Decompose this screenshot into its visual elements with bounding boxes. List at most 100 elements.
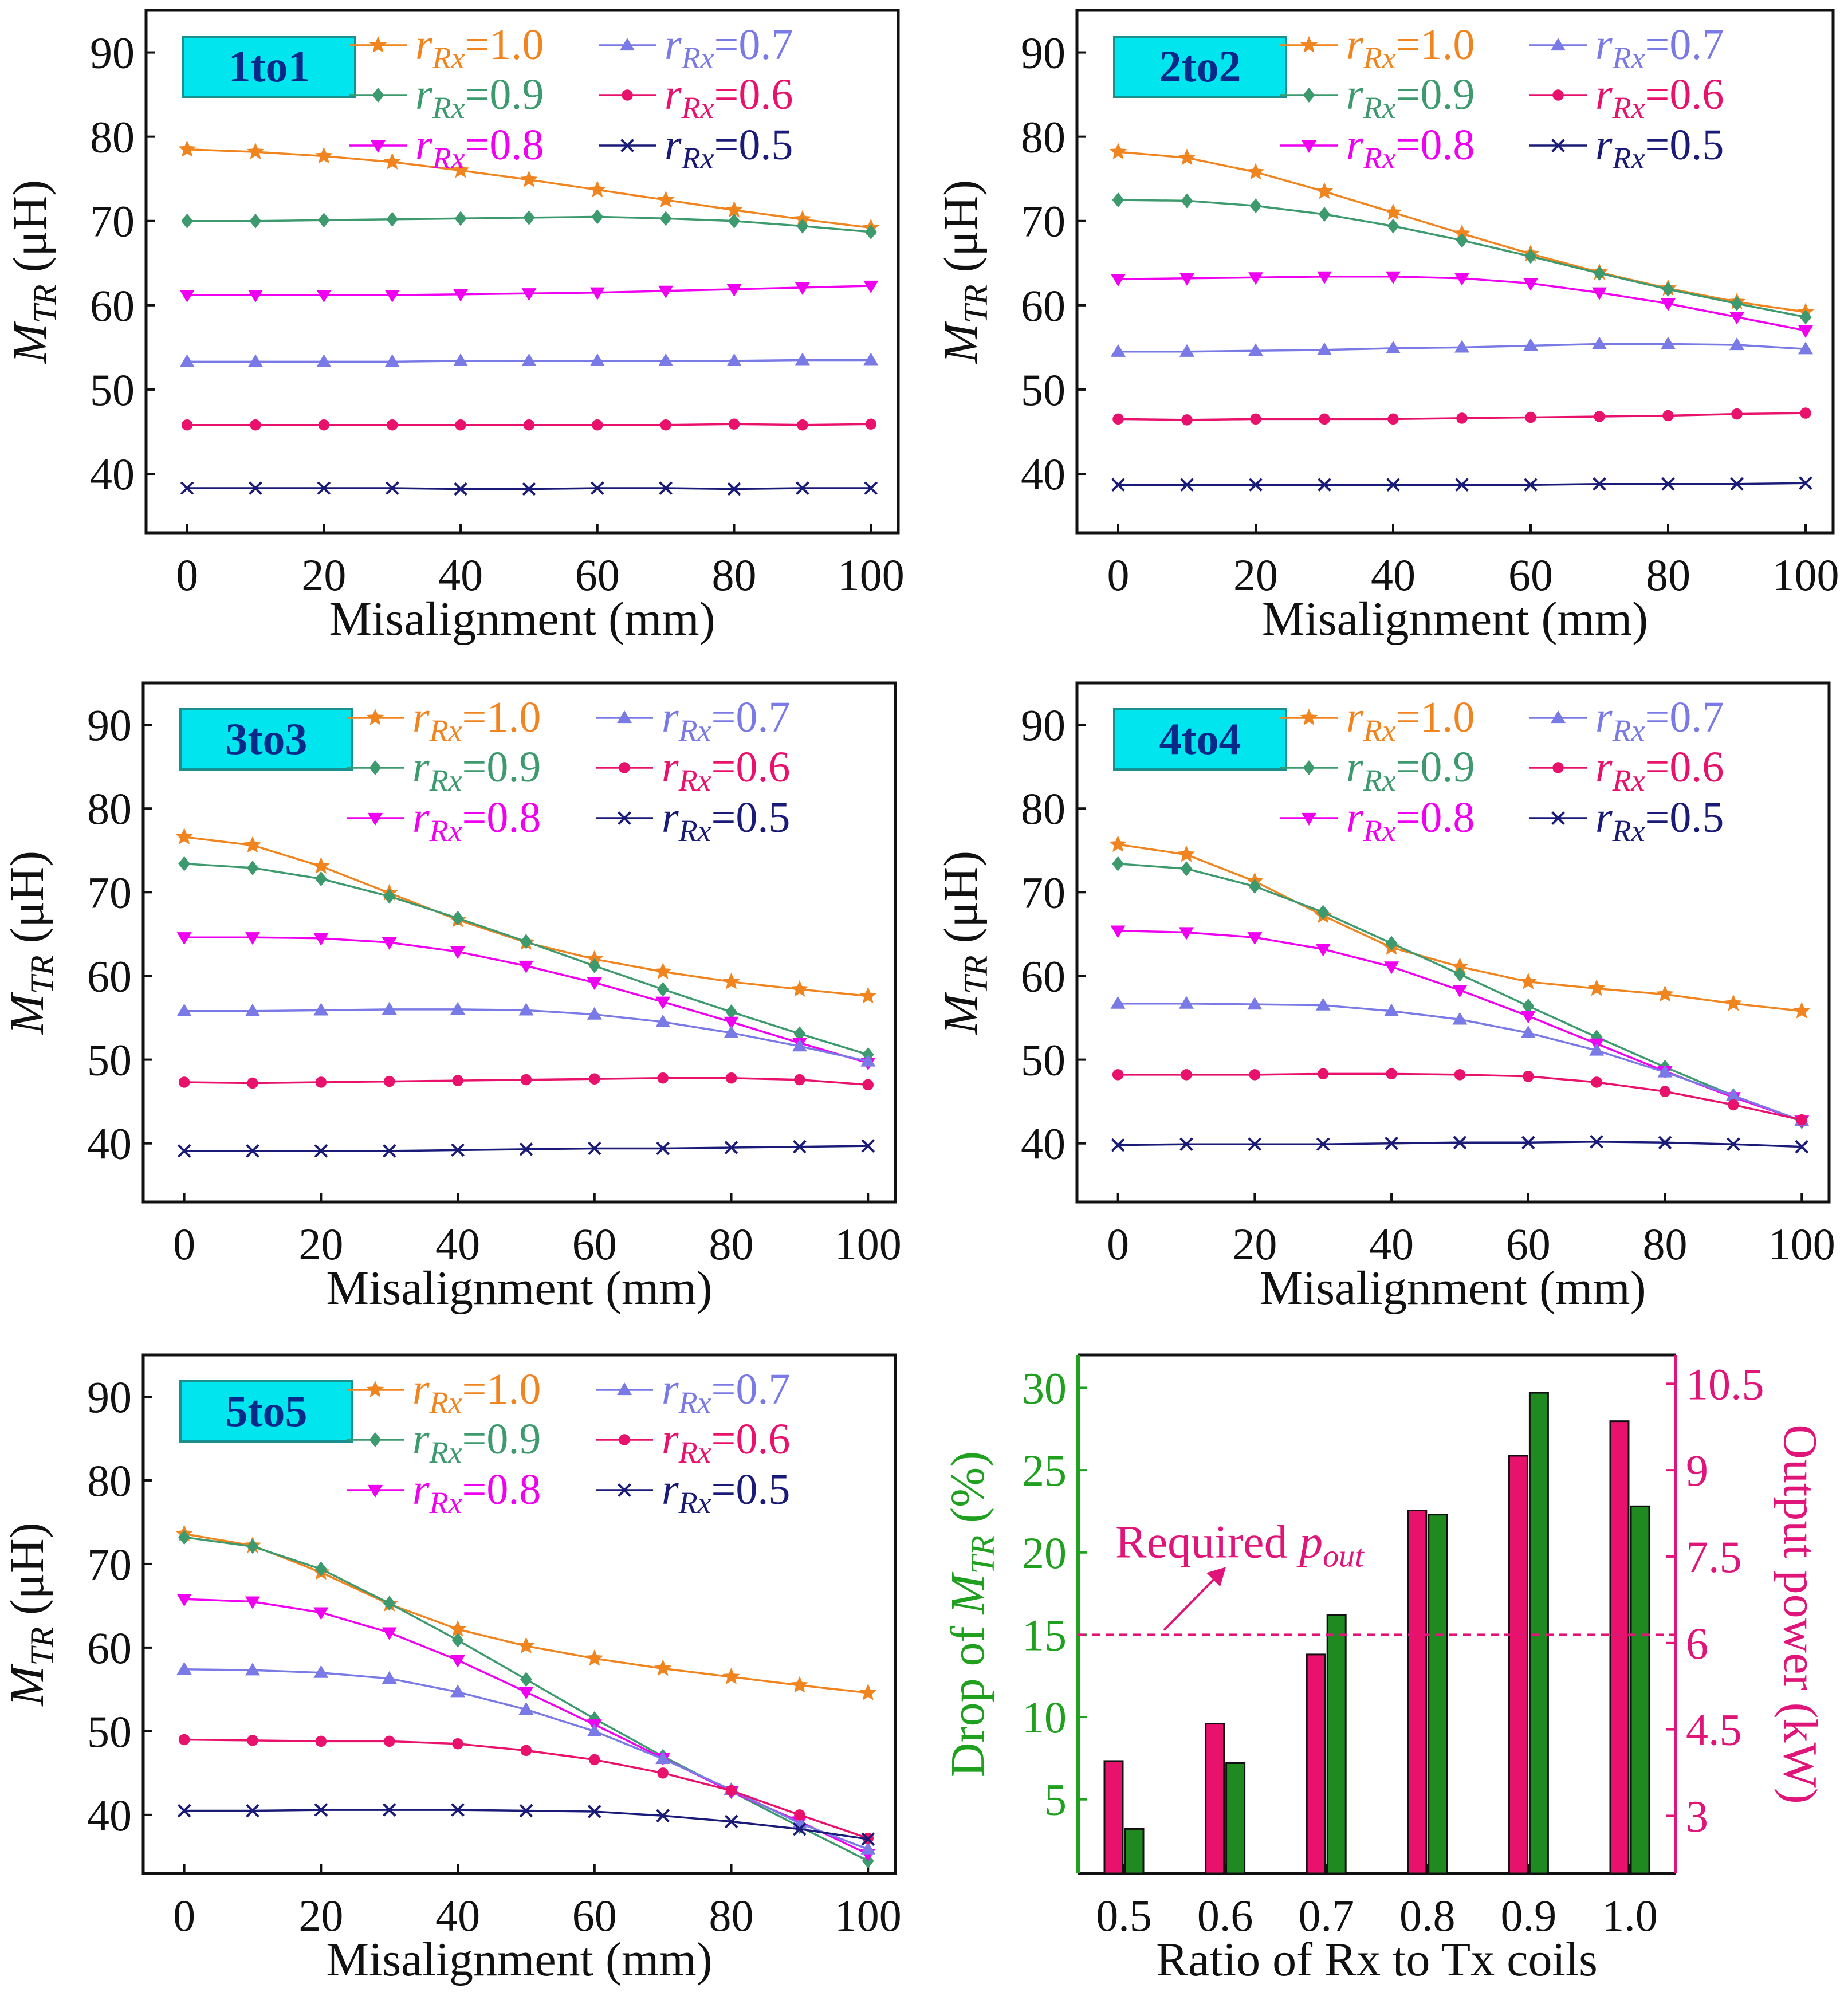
data-point [178, 1076, 190, 1088]
legend-marker [1303, 760, 1315, 775]
data-point [1179, 344, 1194, 357]
legend-label: rRx=0.9 [412, 743, 541, 797]
data-point [1317, 1068, 1329, 1080]
data-point [725, 1004, 737, 1020]
data-point [1800, 407, 1811, 419]
data-point [452, 1075, 463, 1086]
data-point [312, 857, 330, 874]
legend-marker [1551, 811, 1565, 825]
data-point [1387, 218, 1399, 234]
data-point [1178, 148, 1196, 166]
legend-marker [369, 760, 382, 775]
data-point [1727, 1137, 1740, 1151]
data-point [177, 1804, 191, 1818]
bar-output-power [1306, 1653, 1326, 1875]
legend-label: rRx=0.9 [1346, 743, 1475, 797]
x-tick-label: 80 [712, 550, 757, 600]
data-point [1661, 477, 1675, 491]
data-point [795, 352, 810, 366]
x-tick-label: 0.8 [1399, 1891, 1456, 1940]
data-point [860, 1841, 876, 1855]
data-point [656, 1141, 670, 1156]
panel-tag: 3to3 [179, 708, 353, 771]
x-tick-label: 0.7 [1298, 1891, 1354, 1940]
data-point [655, 996, 671, 1009]
data-point [313, 1665, 329, 1678]
data-point [451, 161, 470, 178]
data-point [382, 1803, 396, 1817]
data-point [181, 213, 194, 229]
x-tick-label: 40 [1369, 1219, 1414, 1269]
data-point [1384, 203, 1402, 220]
annotation-arrow-shaft [1163, 1571, 1222, 1631]
plot-frame [144, 9, 900, 535]
legend-label: rRx=0.5 [1595, 121, 1724, 175]
data-point [655, 1751, 671, 1765]
data-point [179, 354, 195, 367]
plot-frame [1075, 9, 1835, 535]
legend-label: rRx=0.8 [1346, 793, 1475, 848]
data-point [521, 353, 537, 367]
legend-label: rRx=1.0 [1346, 21, 1475, 75]
data-point [1249, 478, 1263, 492]
legend-marker [1302, 140, 1316, 153]
panel-tag: 5to5 [179, 1380, 353, 1443]
left-tick-label: 15 [1022, 1610, 1067, 1660]
x-axis-label: Misalignment (mm) [326, 1933, 712, 1986]
data-point [796, 218, 809, 234]
data-point [1456, 233, 1468, 248]
data-point [245, 1663, 260, 1676]
data-point [793, 1822, 807, 1836]
data-point [453, 353, 469, 367]
legend-marker [1552, 89, 1564, 101]
data-point [1317, 342, 1332, 355]
data-point [243, 836, 262, 853]
bar-drop-mtr [1630, 1505, 1650, 1875]
legend-marker [1551, 139, 1565, 152]
data-point [1452, 1012, 1468, 1025]
legend-marker [1551, 38, 1566, 51]
data-point [1111, 344, 1126, 357]
x-tick-label: 40 [435, 1891, 480, 1940]
data-point [1524, 478, 1538, 492]
data-point [588, 958, 601, 973]
legend-label: rRx=0.6 [1595, 70, 1724, 125]
data-point [520, 934, 532, 949]
bar-drop-mtr [1326, 1614, 1347, 1875]
x-tick-label: 60 [1508, 550, 1553, 600]
data-point [246, 143, 265, 160]
plot-frame [141, 681, 897, 1204]
x-tick-label: 20 [1233, 550, 1278, 600]
x-tick-label: 60 [1506, 1219, 1551, 1269]
bar-drop-mtr [1428, 1514, 1448, 1875]
data-point [450, 946, 466, 960]
data-point [725, 1785, 737, 1797]
legend-label: rRx=1.0 [412, 1365, 541, 1420]
panel-5to5: 0 20 40 60 80 100 40 50 60 70 80 90 Misalignment (mm… [1, 1353, 902, 1986]
legend-marker [619, 1434, 630, 1445]
right-tick-label: 6 [1686, 1618, 1708, 1668]
data-point [519, 1804, 533, 1818]
data-point [383, 1075, 395, 1087]
left-tick-label: 10 [1022, 1692, 1067, 1742]
legend-label: rRx=0.5 [662, 793, 790, 848]
data-point [1178, 996, 1194, 1009]
data-point [452, 1738, 463, 1750]
data-point [863, 352, 879, 366]
data-point [1177, 845, 1196, 862]
data-point [589, 353, 605, 367]
data-point [589, 287, 605, 300]
data-point [1520, 1011, 1536, 1024]
data-point [591, 209, 604, 225]
data-point [317, 213, 330, 228]
bar-drop-mtr [1528, 1392, 1549, 1875]
data-point [656, 191, 675, 207]
series-line [1118, 199, 1806, 319]
y-tick-label: 40 [1021, 449, 1065, 499]
data-point [314, 1561, 327, 1577]
legend-marker [366, 1381, 384, 1397]
data-point [1111, 478, 1125, 492]
data-point [1453, 224, 1471, 241]
legend-label: rRx=0.5 [1595, 793, 1724, 848]
data-point [247, 290, 263, 303]
